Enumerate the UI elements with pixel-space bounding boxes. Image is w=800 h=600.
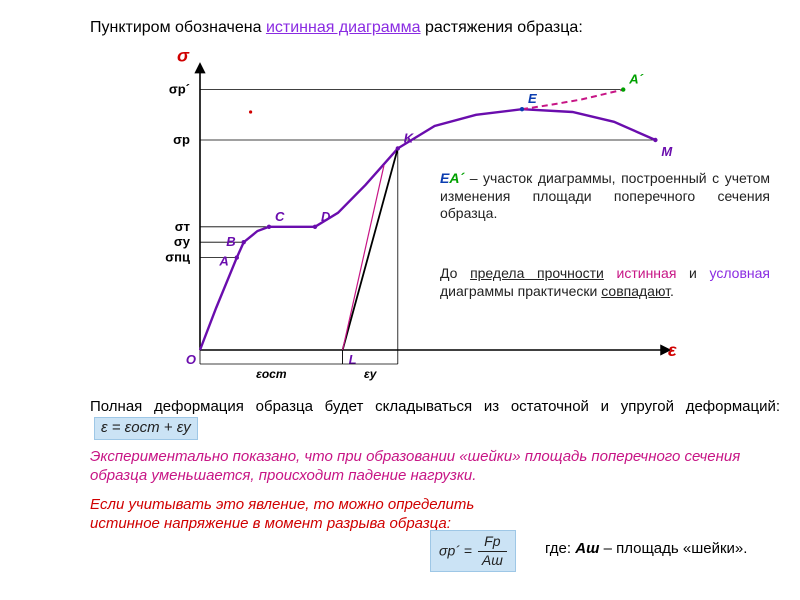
full-deform-text: Полная деформация образца будет складыва… [90, 398, 780, 440]
where-pre: где: [545, 540, 575, 557]
full-deform-line: Полная деформация образца будет складыва… [90, 398, 780, 415]
ytick-sigma_u: σу [174, 234, 191, 249]
true-stress-text: Если учитывать это явление, то можно опр… [90, 496, 490, 534]
formula-lhs: σр´ = [439, 542, 472, 558]
diagram-canvas: Пунктиром обозначена истинная диаграмма … [0, 0, 800, 600]
point-label-E: E [528, 91, 537, 106]
x-axis-label: ε [668, 340, 677, 360]
unload-thin [343, 165, 384, 350]
true-stress-block: Если учитывать это явление, то можно опр… [90, 496, 790, 534]
eps-ost-label: εост [256, 367, 287, 381]
where-text: где: Aш – площадь «шейки». [545, 540, 747, 559]
annot-overlap: До предела прочности истинная и условная… [440, 265, 770, 300]
point-label-C: C [275, 209, 285, 224]
formula-num: Fр [478, 533, 507, 552]
ytick-sigma_p_prime: σр´ [169, 82, 190, 97]
point-label-D: D [321, 209, 331, 224]
point-label-K: K [404, 130, 415, 145]
point-label-B: B [226, 234, 235, 249]
where-rest: – площадь «шейки». [599, 540, 747, 557]
experiment-note: Экспериментально показано, что при образ… [90, 448, 780, 486]
point-label-Ap: A´ [628, 72, 643, 87]
point-label-O: O [186, 352, 196, 367]
ytick-sigma_pc: σпц [165, 250, 190, 265]
point-label-L: L [349, 352, 357, 367]
ytick-sigma_t: σт [175, 219, 190, 234]
point-label-A: A [218, 254, 228, 269]
formula-den: Aш [478, 552, 507, 570]
ytick-sigma_p: σр [173, 132, 190, 147]
annot-ea: EA´ – участок диаграммы, построенный с у… [440, 170, 770, 223]
eps-u-label: εу [364, 367, 378, 381]
formula-sigma-p: σр´ = Fр Aш [430, 530, 516, 572]
true-curve [522, 90, 623, 110]
formula-eps: ε = εост + εу [94, 417, 198, 440]
stress-strain-curve [200, 109, 655, 350]
where-bold: Aш [575, 540, 599, 557]
y-axis-label: σ [177, 46, 190, 66]
point-label-M: M [661, 144, 673, 159]
